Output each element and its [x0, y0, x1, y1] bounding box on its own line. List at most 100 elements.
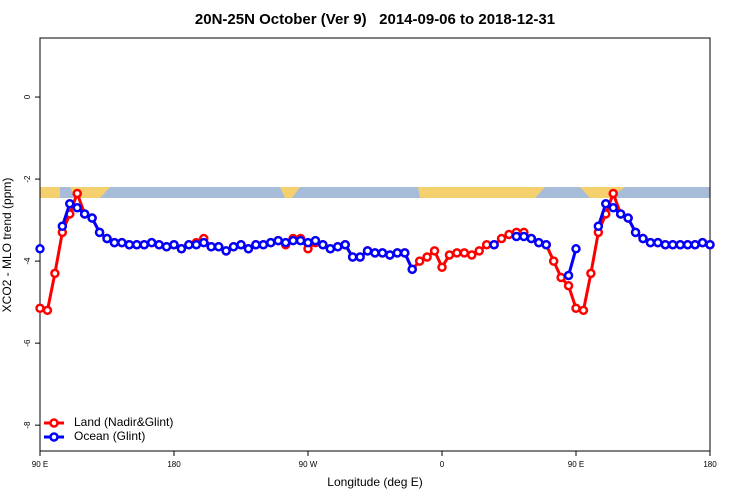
data-point: [303, 237, 313, 248]
data-point: [199, 237, 209, 248]
data-point: [541, 239, 551, 250]
data-point: [682, 239, 693, 250]
data-point: [213, 242, 224, 252]
data-point: [117, 237, 127, 248]
data-point: [563, 280, 574, 291]
data-point: [340, 239, 350, 250]
data-point: [288, 235, 298, 246]
data-point: [161, 242, 172, 252]
data-point: [630, 227, 641, 238]
data-point: [623, 213, 633, 223]
data-point: [675, 239, 685, 250]
data-point: [72, 203, 82, 213]
data-point: [295, 235, 306, 246]
x-tick-label: 180: [703, 460, 717, 469]
data-point: [333, 242, 343, 252]
data-point: [481, 239, 492, 250]
data-point: [705, 239, 715, 250]
data-point: [496, 233, 507, 244]
data-point: [474, 246, 484, 256]
data-point: [362, 246, 373, 256]
data-point: [608, 188, 618, 199]
data-point: [444, 250, 455, 260]
data-point: [139, 239, 149, 250]
data-point: [109, 237, 120, 248]
data-point: [266, 237, 276, 248]
x-axis-label: Longitude (deg E): [327, 475, 422, 489]
data-point: [35, 244, 45, 254]
data-point: [571, 303, 581, 314]
data-point: [511, 231, 522, 242]
legend-label: Land (Nadir&Glint): [74, 415, 173, 429]
data-point: [645, 237, 656, 248]
data-point: [519, 231, 529, 242]
data-point: [653, 237, 663, 248]
data-point: [57, 221, 68, 231]
data-point: [414, 256, 425, 266]
data-point: [251, 239, 261, 250]
data-point: [65, 198, 75, 209]
x-tick-label: 180: [167, 460, 181, 469]
data-point: [79, 209, 90, 219]
data-point: [273, 235, 283, 246]
data-point: [318, 239, 328, 250]
data-point: [615, 209, 626, 219]
data-point: [660, 239, 671, 250]
data-point: [42, 305, 53, 316]
data-point: [169, 239, 179, 250]
x-tick-label: 90 E: [568, 460, 584, 469]
data-point: [94, 227, 105, 238]
data-point: [146, 237, 157, 248]
data-point: [132, 239, 142, 250]
y-tick-label: -8: [23, 421, 32, 429]
data-point: [258, 239, 269, 250]
data-point: [102, 233, 112, 244]
data-point: [638, 233, 648, 244]
data-point: [355, 252, 365, 262]
data-point: [154, 239, 164, 250]
legend-label: Ocean (Glint): [74, 429, 145, 443]
y-tick-label: -6: [23, 339, 32, 347]
data-point: [124, 239, 135, 250]
data-point: [347, 252, 358, 262]
data-point: [593, 221, 604, 231]
data-point: [400, 248, 410, 258]
data-point: [504, 229, 514, 240]
x-tick-label: 90 W: [299, 460, 318, 469]
y-tick-label: -2: [23, 175, 32, 183]
data-point: [578, 305, 589, 316]
data-point: [534, 237, 544, 248]
x-tick-label: 0: [440, 460, 445, 469]
data-point: [280, 237, 291, 248]
chart-title: 20N-25N October (Ver 9) 2014-09-06 to 20…: [195, 11, 555, 28]
data-point: [377, 248, 388, 258]
data-point: [452, 248, 462, 258]
data-point: [228, 242, 239, 252]
data-point: [489, 239, 499, 250]
data-point: [697, 237, 708, 248]
data-point: [467, 250, 477, 260]
data-point: [72, 188, 82, 199]
data-point: [385, 250, 395, 260]
data-point: [325, 244, 336, 254]
data-point: [608, 203, 618, 213]
data-point: [370, 248, 380, 258]
data-point: [50, 268, 60, 279]
data-point: [236, 239, 246, 250]
data-point: [392, 248, 403, 258]
data-point: [429, 246, 440, 256]
data-point: [437, 262, 447, 273]
data-point: [184, 239, 194, 250]
x-tick-label: 90 E: [32, 460, 48, 469]
data-point: [690, 239, 700, 250]
data-point: [563, 270, 574, 281]
data-point: [556, 272, 566, 283]
data-point: [206, 242, 216, 252]
data-point: [221, 246, 231, 256]
data-point: [548, 256, 559, 266]
data-point: [571, 244, 581, 254]
data-point: [176, 244, 187, 254]
data-point: [310, 235, 321, 246]
data-point: [459, 248, 470, 258]
